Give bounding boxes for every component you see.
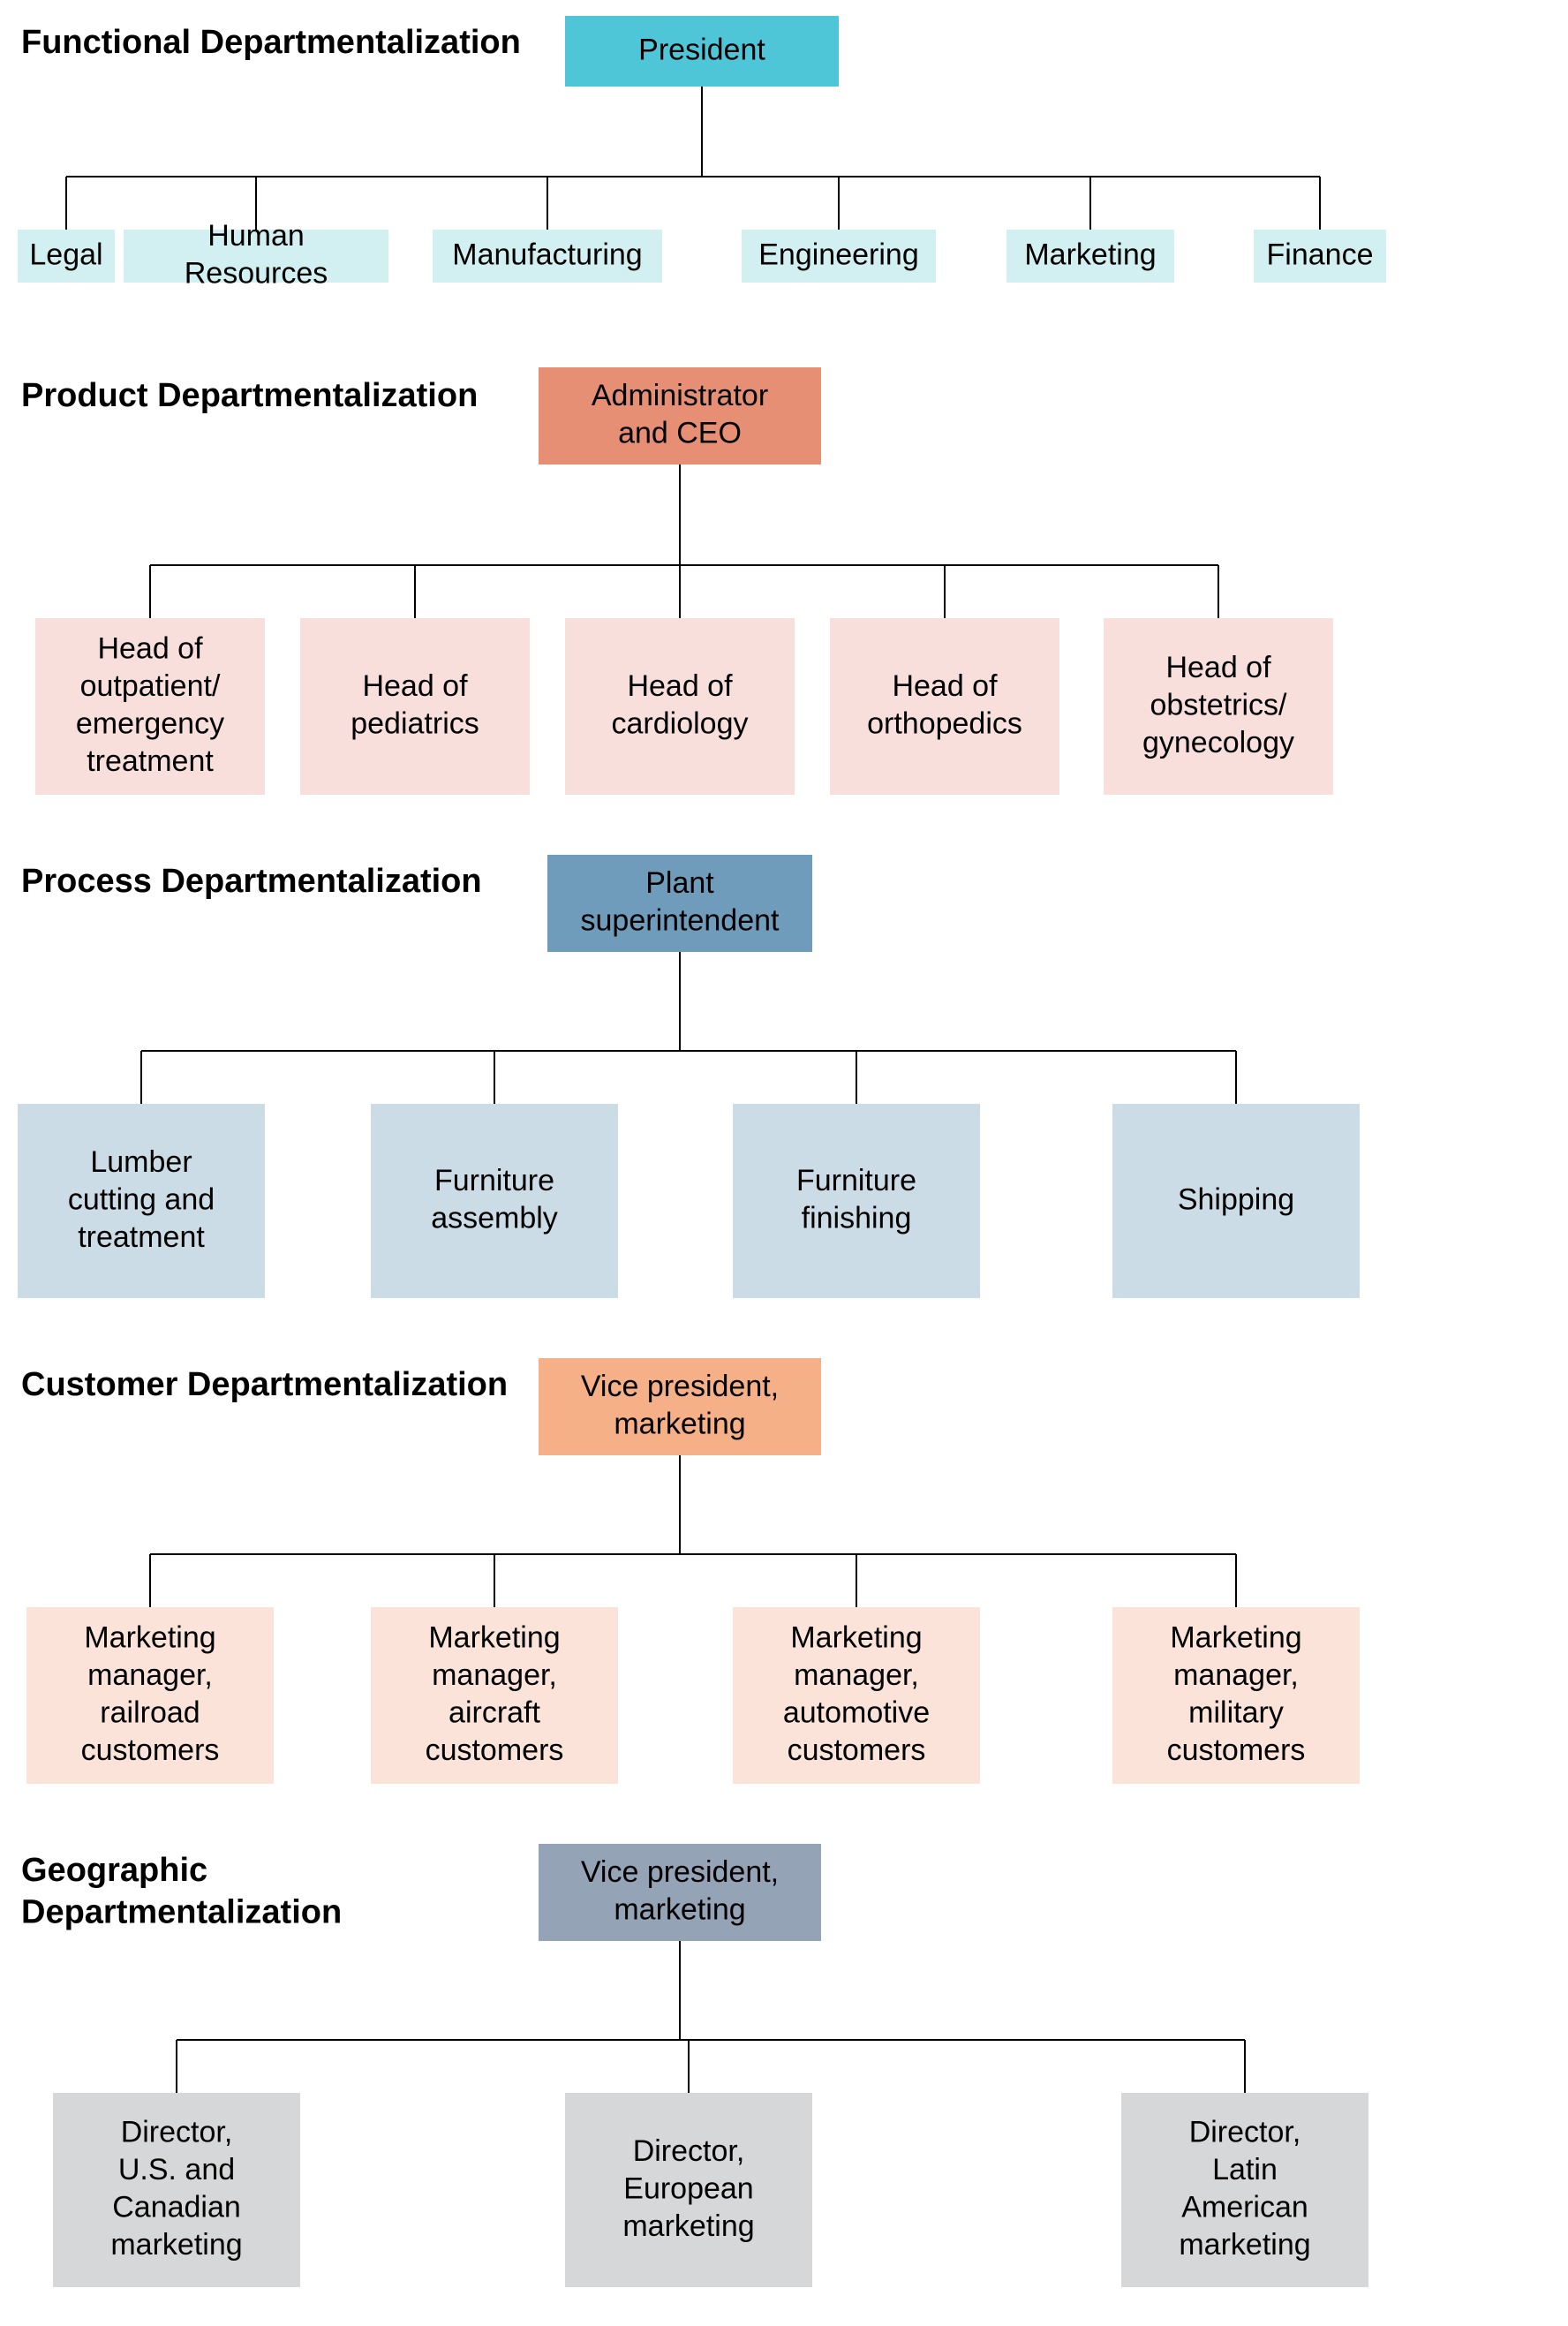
org-charts-svg: Functional Departmentalization President L… [0,0,1568,2326]
child-label-functional-2: Manufacturing [452,238,642,271]
child-label-functional-4: Marketing [1024,238,1156,271]
section-title-functional: Functional Departmentalization [21,24,521,61]
section-title-geographic: GeographicDepartmentalization [21,1852,342,1931]
section-title-process: Process Departmentalization [21,863,482,900]
child-label-functional-5: Finance [1267,238,1374,271]
child-label-geographic-1: Director,Europeanmarketing [622,2134,754,2243]
root-label-functional: President [638,33,765,66]
child-label-process-3: Shipping [1178,1182,1294,1216]
section-title-product: Product Departmentalization [21,377,478,414]
child-label-functional-3: Engineering [758,238,918,271]
section-title-customer: Customer Departmentalization [21,1366,508,1403]
child-label-functional-0: Legal [29,238,102,271]
